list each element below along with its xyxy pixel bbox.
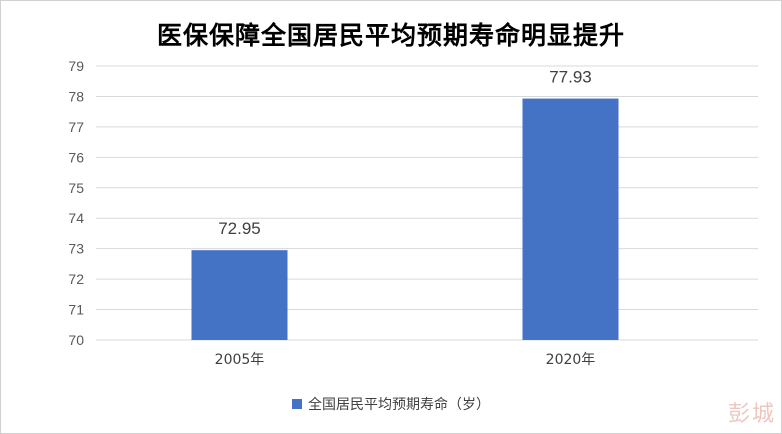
- legend-label: 全国居民平均预期寿命（岁）: [308, 397, 490, 413]
- data-label-2: 77.93: [549, 68, 592, 87]
- y-tick-label: 76: [68, 149, 84, 165]
- y-tick-label: 70: [68, 332, 84, 348]
- watermark-logo: 彭城: [727, 402, 776, 427]
- x-category-label: 2020年: [546, 352, 596, 368]
- grid-lines: [96, 65, 758, 341]
- bar-1: [191, 250, 288, 340]
- y-tick-label: 73: [68, 241, 84, 257]
- data-label-1: 72.95: [218, 219, 261, 238]
- legend-swatch: [292, 399, 302, 409]
- y-tick-label: 77: [68, 119, 84, 135]
- y-tick-label: 78: [68, 88, 84, 104]
- y-tick-label: 79: [68, 58, 84, 74]
- legend: 全国居民平均预期寿命（岁）: [0, 394, 782, 414]
- y-tick-label: 75: [68, 180, 84, 196]
- bars: 72.95 77.93: [191, 68, 619, 340]
- y-tick-label: 71: [68, 302, 84, 318]
- y-tick-label: 72: [68, 271, 84, 287]
- y-axis-ticks: 70 71 72 73 74 75 76 77 78 79: [68, 58, 84, 348]
- x-category-label: 2005年: [215, 352, 265, 368]
- bar-2: [522, 98, 619, 340]
- y-tick-label: 74: [68, 210, 84, 226]
- x-axis-labels: 2005年 2020年: [215, 352, 596, 368]
- chart-title: 医保保障全国居民平均预期寿命明显提升: [156, 21, 625, 50]
